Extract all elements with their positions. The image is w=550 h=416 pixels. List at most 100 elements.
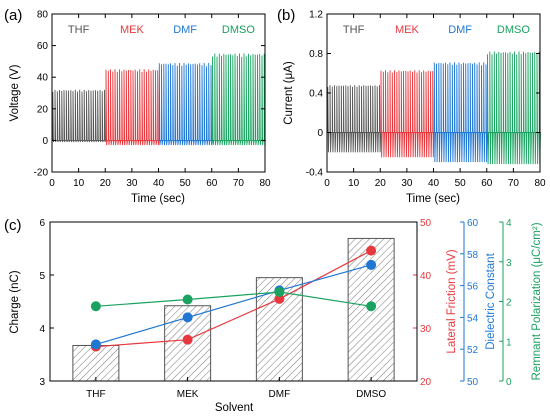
series-label-dmf: DMF (173, 24, 197, 36)
right-tick-label: 4 (506, 218, 512, 229)
panel-a-frame (51, 13, 266, 173)
panel-b-frame (326, 13, 541, 173)
panel-a-label: (a) (4, 7, 22, 24)
panel-c-left-ticks: 3 4 5 6 (39, 218, 54, 388)
series-point-1-mek (182, 312, 193, 323)
y-tick-label: 0 (42, 136, 48, 147)
series-trace-mek (105, 69, 160, 146)
category-label: MEK (177, 389, 199, 400)
series-label-dmso: DMSO (222, 24, 255, 36)
x-tick-label: 10 (73, 178, 85, 189)
x-tick-label: 20 (100, 178, 112, 189)
y-tick-label: 4 (39, 324, 45, 335)
x-tick-label: 30 (126, 178, 138, 189)
series-trace-dmso (211, 53, 266, 146)
y-tick-label: 0 (317, 128, 323, 139)
right-tick-label: 60 (467, 218, 479, 229)
series-trace-dmf (158, 62, 213, 146)
panel-a-series-labels: THF MEK DMF DMSO (68, 24, 255, 36)
right-tick-label: 50 (467, 377, 479, 388)
series-label-thf: THF (343, 24, 365, 36)
x-tick-label: 20 (375, 178, 387, 189)
series-label-mek: MEK (395, 24, 420, 36)
series-point-0-dmso (366, 245, 377, 256)
x-tick-label: 50 (455, 178, 467, 189)
series-point-2-mek (182, 294, 193, 305)
y-tick-label: 60 (37, 41, 49, 52)
right-tick-label: 0 (506, 377, 512, 388)
y-tick-label: 0.4 (309, 89, 323, 100)
series-point-2-dmf (274, 286, 285, 297)
y-tick-label: 3 (39, 377, 45, 388)
series-line-2 (95, 291, 372, 307)
panel-b-current: (b) THF MEK DMF DMSO 0 10 20 30 40 50 60 70 80 -0.4… (277, 7, 546, 205)
series-point-0-dmf (274, 293, 285, 304)
right-tick-label: 40 (420, 271, 432, 282)
panel-c-left-y-label: Charge (nC) (9, 270, 21, 333)
panel-b-x-label: Time (sec) (406, 193, 460, 205)
y-tick-label: 80 (37, 10, 49, 21)
series-trace-dmf (433, 62, 488, 163)
right-tick-label: 58 (467, 250, 479, 261)
right-tick-label: 20 (420, 377, 432, 388)
x-tick-label: 30 (401, 178, 413, 189)
y-tick-label: 20 (37, 104, 49, 115)
right-tick-label: 30 (420, 324, 432, 335)
category-label: DMSO (356, 389, 386, 400)
x-tick-label: 10 (348, 178, 360, 189)
series-label-dmf: DMF (448, 24, 472, 36)
series-line-0 (95, 250, 372, 348)
panel-a-y-label: Voltage (V) (9, 64, 21, 121)
right-axis-label-0: Lateral Friction (mV) (446, 249, 458, 353)
x-tick-label: 60 (206, 178, 218, 189)
series-point-0-mek (182, 334, 193, 345)
series-label-thf: THF (68, 24, 90, 36)
right-tick-label: 54 (467, 313, 479, 324)
series-trace-dmso (486, 51, 541, 165)
series-trace-thf (52, 89, 107, 143)
right-tick-label: 1 (506, 337, 512, 348)
y-tick-label: 40 (37, 73, 49, 84)
panel-c-bars (72, 237, 395, 382)
series-line-1 (95, 264, 372, 345)
x-tick-label: 50 (180, 178, 192, 189)
x-tick-label: 80 (534, 178, 546, 189)
right-axis-label-1: Dielectric Constant (485, 252, 497, 349)
x-tick-label: 40 (153, 178, 165, 189)
series-trace-mek (380, 70, 435, 158)
series-point-1-thf (90, 339, 101, 350)
panel-b-label: (b) (277, 7, 295, 24)
y-tick-label: -0.4 (306, 168, 324, 179)
panel-b-signal (327, 51, 541, 165)
panel-a-signal (52, 53, 266, 146)
right-tick-label: 50 (420, 218, 432, 229)
right-tick-label: 3 (506, 258, 512, 269)
x-tick-label: 70 (508, 178, 520, 189)
x-tick-label: 40 (428, 178, 440, 189)
series-point-2-thf (90, 301, 101, 312)
y-tick-label: 1.2 (309, 10, 323, 21)
series-trace-thf (327, 85, 382, 153)
y-tick-label: 6 (39, 218, 45, 229)
right-tick-label: 52 (467, 345, 479, 356)
panel-a-x-ticks: 0 10 20 30 40 50 60 70 80 (49, 14, 271, 189)
series-label-mek: MEK (120, 24, 145, 36)
right-tick-label: 2 (506, 298, 512, 309)
panel-b-series-labels: THF MEK DMF DMSO (343, 24, 530, 36)
series-point-2-dmso (366, 301, 377, 312)
x-tick-label: 0 (324, 178, 330, 189)
panel-c-lines (90, 245, 377, 352)
series-label-dmso: DMSO (497, 24, 530, 36)
panel-c-label: (c) (4, 217, 22, 234)
y-tick-label: 5 (39, 271, 45, 282)
panel-b-y-label: Current (μA) (283, 61, 295, 125)
category-label: THF (86, 389, 105, 400)
panel-a-x-label: Time (sec) (131, 193, 185, 205)
panel-c-x-ticks: THF MEK DMF DMSO (86, 377, 386, 400)
right-axis-label-2: Remnant Polarization (μC/cm²) (531, 222, 543, 380)
y-tick-label: 0.8 (309, 49, 323, 60)
y-tick-label: -20 (34, 168, 49, 179)
